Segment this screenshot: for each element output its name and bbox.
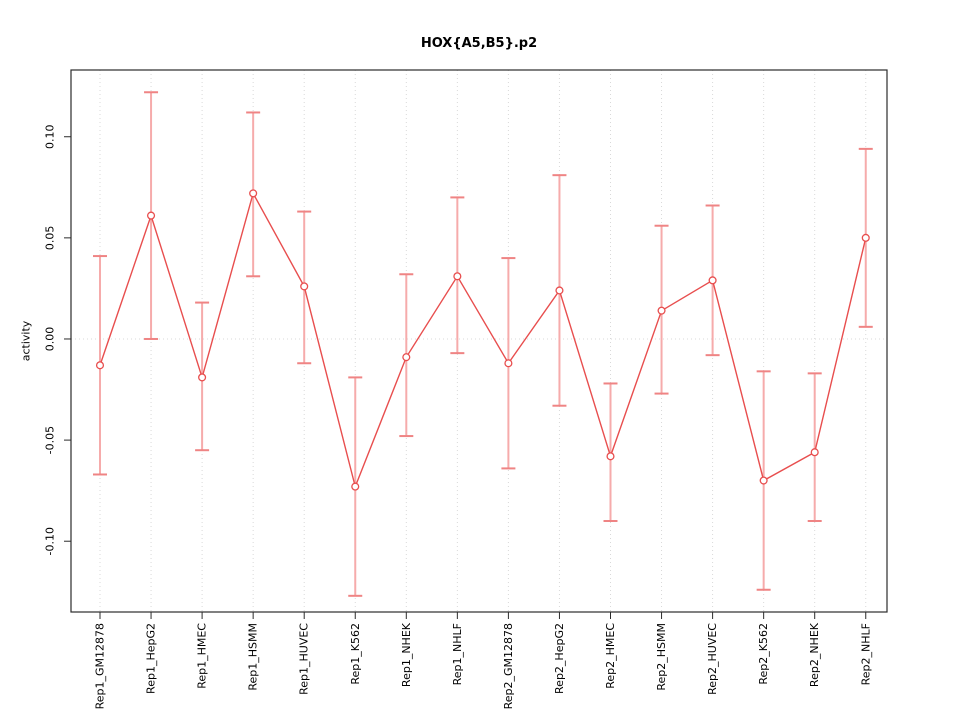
x-tick-label: Rep2_NHLF <box>859 623 872 685</box>
data-point <box>657 306 666 315</box>
data-point <box>708 276 717 285</box>
data-point <box>759 476 768 485</box>
data-point <box>147 211 156 220</box>
x-tick-label: Rep2_HUVEC <box>706 623 719 695</box>
x-tick-label: Rep2_K562 <box>757 623 770 685</box>
chart-title: HOX{A5,B5}.p2 <box>420 36 538 51</box>
data-point <box>95 361 105 370</box>
y-tick-label: 0.00 <box>44 327 57 352</box>
data-point <box>198 373 207 382</box>
x-tick-label: Rep2_NHEK <box>808 622 821 687</box>
x-tick-label: Rep1_NHEK <box>400 622 413 687</box>
x-tick-label: Rep1_HepG2 <box>145 623 158 694</box>
data-point <box>249 189 258 198</box>
plot-frame <box>70 69 888 613</box>
data-point <box>351 482 360 491</box>
y-tick-label: 0.10 <box>44 124 57 149</box>
y-axis-label: activity <box>20 320 33 361</box>
x-tick-label: Rep2_HSMM <box>655 623 668 691</box>
x-tick-label: Rep2_HMEC <box>604 623 617 689</box>
data-point <box>453 272 462 281</box>
data-point <box>504 359 513 368</box>
y-tick-label: 0.05 <box>44 226 57 251</box>
x-tick-label: Rep2_HepG2 <box>553 623 566 694</box>
data-point <box>300 282 309 291</box>
data-point <box>810 448 819 457</box>
x-tick-label: Rep1_HUVEC <box>298 623 311 695</box>
data-point <box>555 286 564 295</box>
x-tick-label: Rep1_NHLF <box>451 623 464 685</box>
y-tick-label: -0.10 <box>44 527 57 555</box>
data-point <box>861 233 870 242</box>
x-tick-label: Rep1_HSMM <box>247 623 260 691</box>
data-point <box>606 452 615 461</box>
series-line <box>99 191 867 489</box>
data-point <box>402 353 411 362</box>
x-tick-label: Rep1_GM12878 <box>94 623 107 709</box>
y-tick-label: -0.05 <box>44 426 57 454</box>
x-tick-label: Rep2_GM12878 <box>502 623 515 709</box>
x-tick-label: Rep1_HMEC <box>196 623 209 689</box>
x-tick-label: Rep1_K562 <box>349 623 362 685</box>
